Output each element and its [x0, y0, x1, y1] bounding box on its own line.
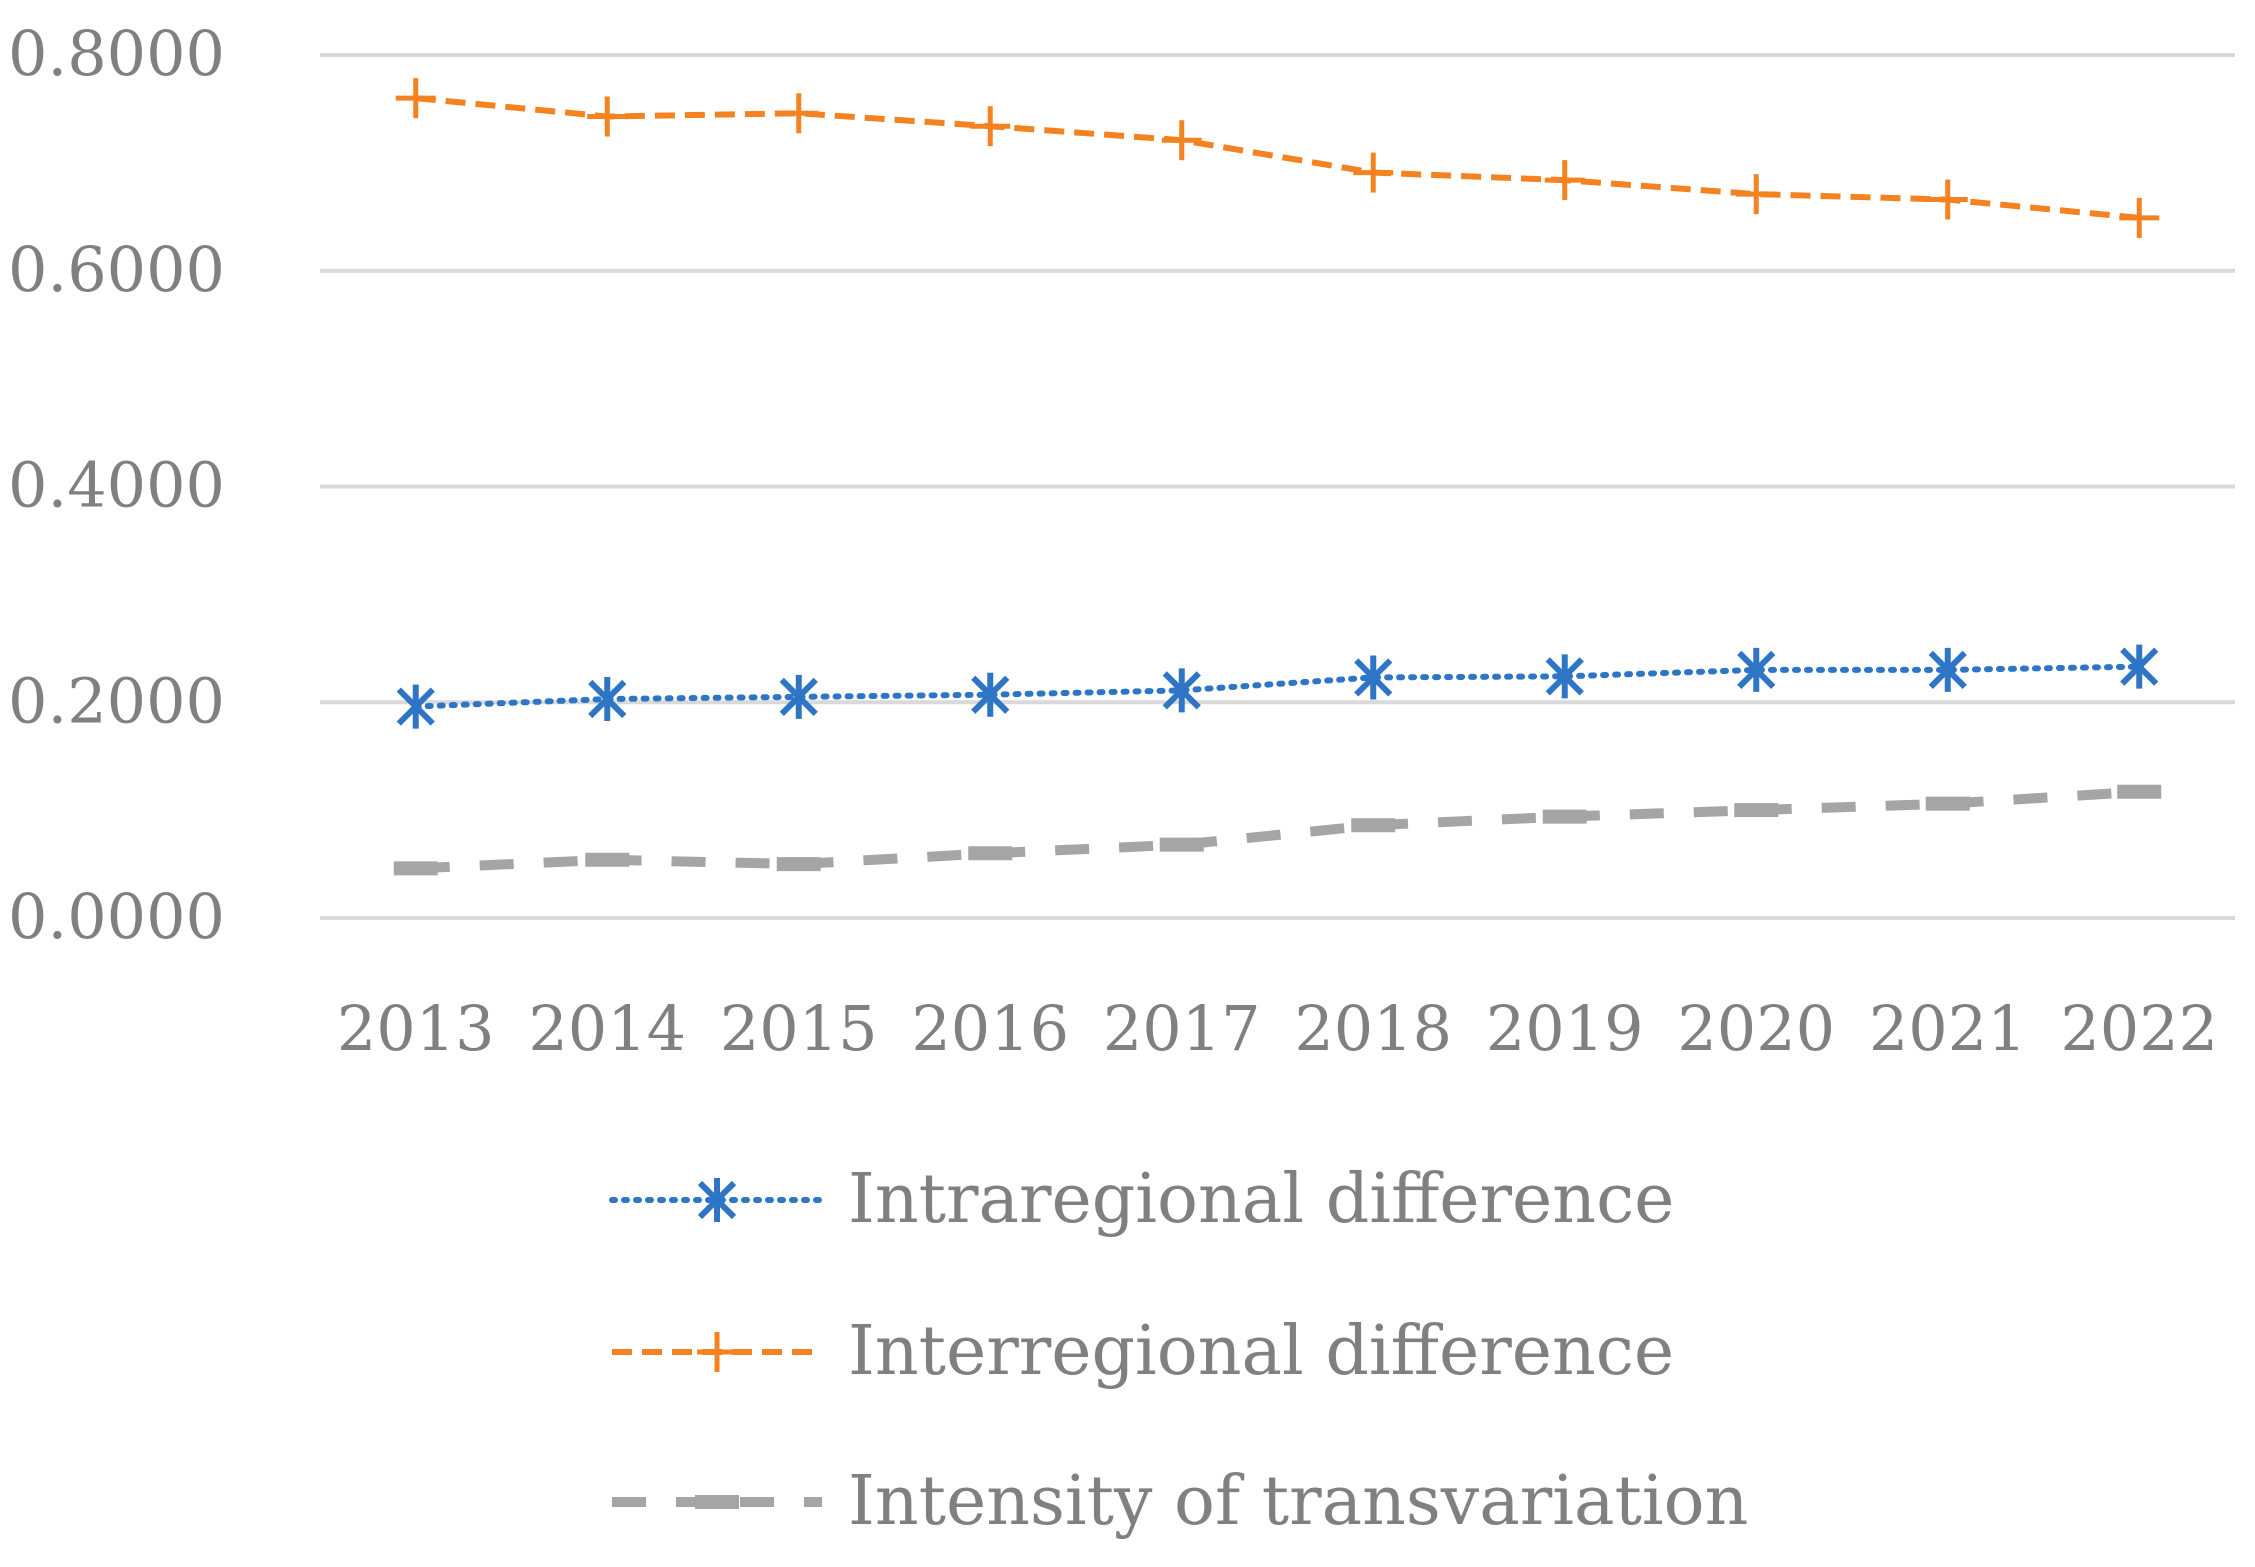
- y-tick-label: 0.8000: [8, 17, 225, 90]
- y-tick-label: 0.4000: [8, 449, 225, 522]
- data-point: [587, 96, 628, 137]
- series-layer: [393, 78, 2162, 876]
- x-tick-label: 2019: [1486, 992, 1644, 1065]
- data-point: [2120, 644, 2159, 689]
- y-tick-label: 0.6000: [8, 233, 225, 306]
- x-tick-label: 2015: [720, 992, 878, 1065]
- y-tick-label: 0.0000: [8, 880, 225, 953]
- x-tick-label: 2021: [1869, 992, 2027, 1065]
- data-point: [1161, 120, 1202, 161]
- legend-marker: [697, 1178, 737, 1222]
- data-point: [778, 93, 819, 134]
- legend-label: Interregional difference: [848, 1312, 1674, 1391]
- gridlines: [320, 53, 2235, 920]
- data-point: [1354, 655, 1393, 700]
- data-point: [970, 106, 1011, 147]
- x-tick-label: 2017: [1103, 992, 1261, 1065]
- data-point: [1736, 174, 1777, 215]
- x-tick-label: 2016: [911, 992, 1069, 1065]
- y-tick-label: 0.2000: [8, 664, 225, 737]
- data-point: [1928, 647, 1967, 692]
- legend-label: Intraregional difference: [848, 1160, 1674, 1239]
- legend-label: Intensity of transvariation: [848, 1462, 1748, 1541]
- data-point: [396, 684, 435, 729]
- data-point: [1162, 668, 1201, 713]
- legend-item: Intraregional difference: [609, 1160, 1674, 1239]
- data-point: [1545, 654, 1584, 699]
- data-point: [2119, 197, 2160, 238]
- x-tick-label: 2013: [337, 992, 495, 1065]
- x-tick-label: 2022: [2060, 992, 2218, 1065]
- x-tick-label: 2014: [528, 992, 686, 1065]
- data-point: [971, 672, 1010, 717]
- legend-item: Interregional difference: [612, 1312, 1674, 1391]
- x-axis: 2013 2014 2015 2016 2017 2018 2019 2020 2021 2022: [337, 992, 2218, 1065]
- series-line-1: [415, 95, 2140, 221]
- series-line-2: [415, 786, 2140, 874]
- legend: Intraregional difference Interregional di…: [609, 1160, 1748, 1541]
- legend-marker: [697, 1332, 737, 1372]
- data-point: [779, 674, 818, 719]
- data-point: [1927, 179, 1968, 220]
- data-point: [1737, 647, 1776, 692]
- y-axis: 0.0000 0.2000 0.4000 0.6000 0.8000: [8, 17, 225, 953]
- data-point: [1544, 160, 1585, 201]
- x-tick-label: 2020: [1677, 992, 1835, 1065]
- legend-item: Intensity of transvariation: [612, 1462, 1748, 1541]
- series-line-0: [412, 663, 2143, 710]
- data-point: [588, 677, 627, 722]
- x-tick-label: 2018: [1294, 992, 1452, 1065]
- data-point: [1353, 152, 1394, 193]
- data-point: [395, 78, 436, 119]
